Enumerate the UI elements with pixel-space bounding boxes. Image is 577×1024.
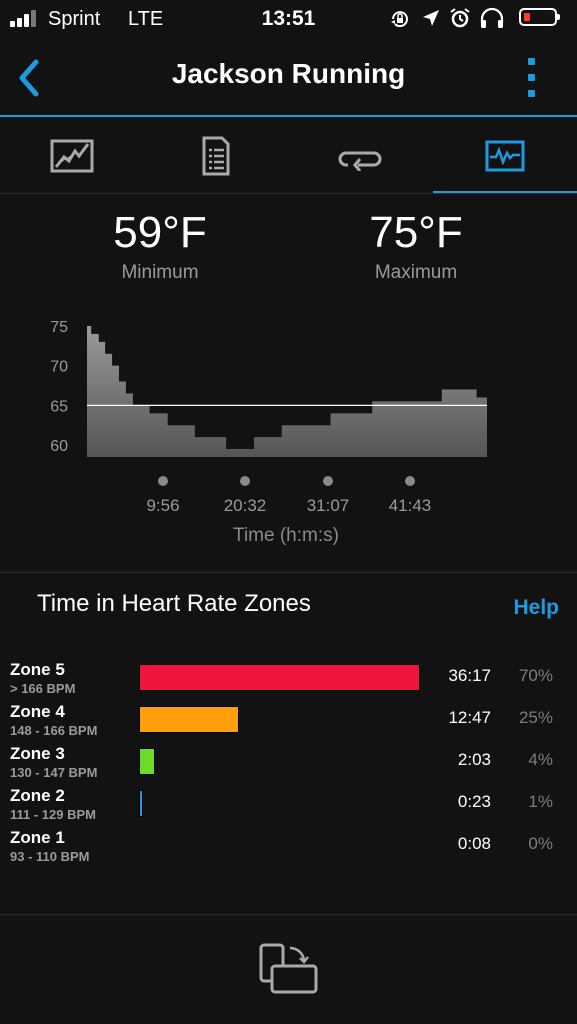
page-title: Jackson Running xyxy=(171,58,406,89)
y-tick-label: 70 xyxy=(50,359,68,376)
back-chevron-icon[interactable] xyxy=(12,56,48,100)
x-tick-marker[interactable] xyxy=(323,476,333,486)
temperature-max-value: 75°F xyxy=(369,208,463,257)
hr-zone-row: Zone 5 > 166 BPM 36:17 70% xyxy=(0,660,577,702)
y-tick-label: 65 xyxy=(50,398,68,415)
hr-zone-time: 2:03 xyxy=(457,750,491,769)
hr-zone-range: 93 - 110 BPM xyxy=(10,849,90,864)
x-tick-marker[interactable] xyxy=(405,476,415,486)
rotate-device-icon[interactable] xyxy=(258,942,320,998)
temperature-min-label: Minimum xyxy=(121,262,199,283)
hr-zone-bar xyxy=(139,790,143,817)
x-tick-label: 9:56 xyxy=(146,496,179,515)
x-tick-label: 20:32 xyxy=(224,496,267,515)
location-arrow-icon xyxy=(423,10,439,26)
temperature-max-label: Maximum xyxy=(374,262,458,283)
laps-loop-icon xyxy=(338,151,382,171)
hr-zone-percent: 1% xyxy=(528,792,553,811)
hr-zone-percent: 4% xyxy=(528,750,553,769)
temperature-chart[interactable]: 75 70 65 60 9:56 20:32 31:07 41:43 Time (h:m:s) xyxy=(0,300,577,560)
hr-zone-percent: 25% xyxy=(518,708,553,727)
hr-zone-name: Zone 5 xyxy=(10,660,65,679)
signal-icon xyxy=(10,9,42,27)
hr-zone-name: Zone 2 xyxy=(10,786,65,805)
charts-icon xyxy=(485,140,525,171)
activity-tabs xyxy=(0,117,577,194)
network-type: LTE xyxy=(128,8,164,30)
hr-zone-row: Zone 3 130 - 147 BPM 2:03 4% xyxy=(0,744,577,786)
x-axis-label: Time (h:m:s) xyxy=(233,525,339,546)
temperature-area-series xyxy=(87,325,487,457)
hr-zone-bar xyxy=(139,706,239,733)
battery-icon xyxy=(519,8,560,26)
x-tick-marker[interactable] xyxy=(240,476,250,486)
nav-divider xyxy=(0,115,577,117)
help-link[interactable]: Help xyxy=(513,596,559,619)
navigation-bar: Jackson Running xyxy=(0,40,577,115)
x-tick-marker[interactable] xyxy=(158,476,168,486)
temperature-max: 75°F Maximum xyxy=(316,206,516,284)
hr-zone-range: 111 - 129 BPM xyxy=(10,807,96,822)
temperature-min: 59°F Minimum xyxy=(60,206,260,284)
tabs-divider xyxy=(0,193,577,194)
hr-zone-bar xyxy=(139,748,155,775)
hr-zone-name: Zone 3 xyxy=(10,744,65,763)
hr-zone-time: 12:47 xyxy=(448,708,491,727)
hr-zone-row: Zone 1 93 - 110 BPM 0:08 0% xyxy=(0,828,577,870)
hr-zone-name: Zone 4 xyxy=(10,702,65,721)
x-tick-label: 31:07 xyxy=(307,496,350,515)
hr-zone-range: 148 - 166 BPM xyxy=(10,723,98,738)
more-options-icon[interactable] xyxy=(527,56,537,100)
map-icon xyxy=(50,139,94,172)
y-tick-label: 75 xyxy=(50,319,68,336)
tab-details[interactable] xyxy=(144,117,288,194)
status-bar: Sprint LTE 13:51 xyxy=(0,0,577,40)
hr-zone-range: 130 - 147 BPM xyxy=(10,765,98,780)
x-tick-label: 41:43 xyxy=(389,496,432,515)
hr-zone-name: Zone 1 xyxy=(10,828,65,847)
section-divider xyxy=(0,572,577,573)
hr-zone-row: Zone 4 148 - 166 BPM 12:47 25% xyxy=(0,702,577,744)
hr-zone-bar xyxy=(139,664,420,691)
y-tick-label: 60 xyxy=(50,438,68,455)
hr-zone-percent: 0% xyxy=(528,834,553,853)
footer-divider xyxy=(0,914,577,915)
temperature-min-value: 59°F xyxy=(113,208,207,257)
hr-zone-row: Zone 2 111 - 129 BPM 0:23 1% xyxy=(0,786,577,828)
hr-zone-time: 0:23 xyxy=(457,792,491,811)
tab-laps[interactable] xyxy=(288,117,432,194)
tab-map[interactable] xyxy=(0,117,144,194)
details-document-icon xyxy=(202,136,230,175)
lock-rotation-icon xyxy=(391,11,408,28)
hr-zone-percent: 70% xyxy=(518,666,553,685)
headphones-icon xyxy=(480,7,504,28)
carrier-name: Sprint xyxy=(48,8,101,30)
hr-zones-title: Time in Heart Rate Zones xyxy=(37,590,311,617)
alarm-icon xyxy=(450,8,470,28)
hr-zone-time: 0:08 xyxy=(457,834,491,853)
hr-zone-range: > 166 BPM xyxy=(10,681,76,696)
status-time: 13:51 xyxy=(261,7,316,30)
hr-zone-time: 36:17 xyxy=(448,666,491,685)
tab-charts[interactable] xyxy=(433,117,577,194)
